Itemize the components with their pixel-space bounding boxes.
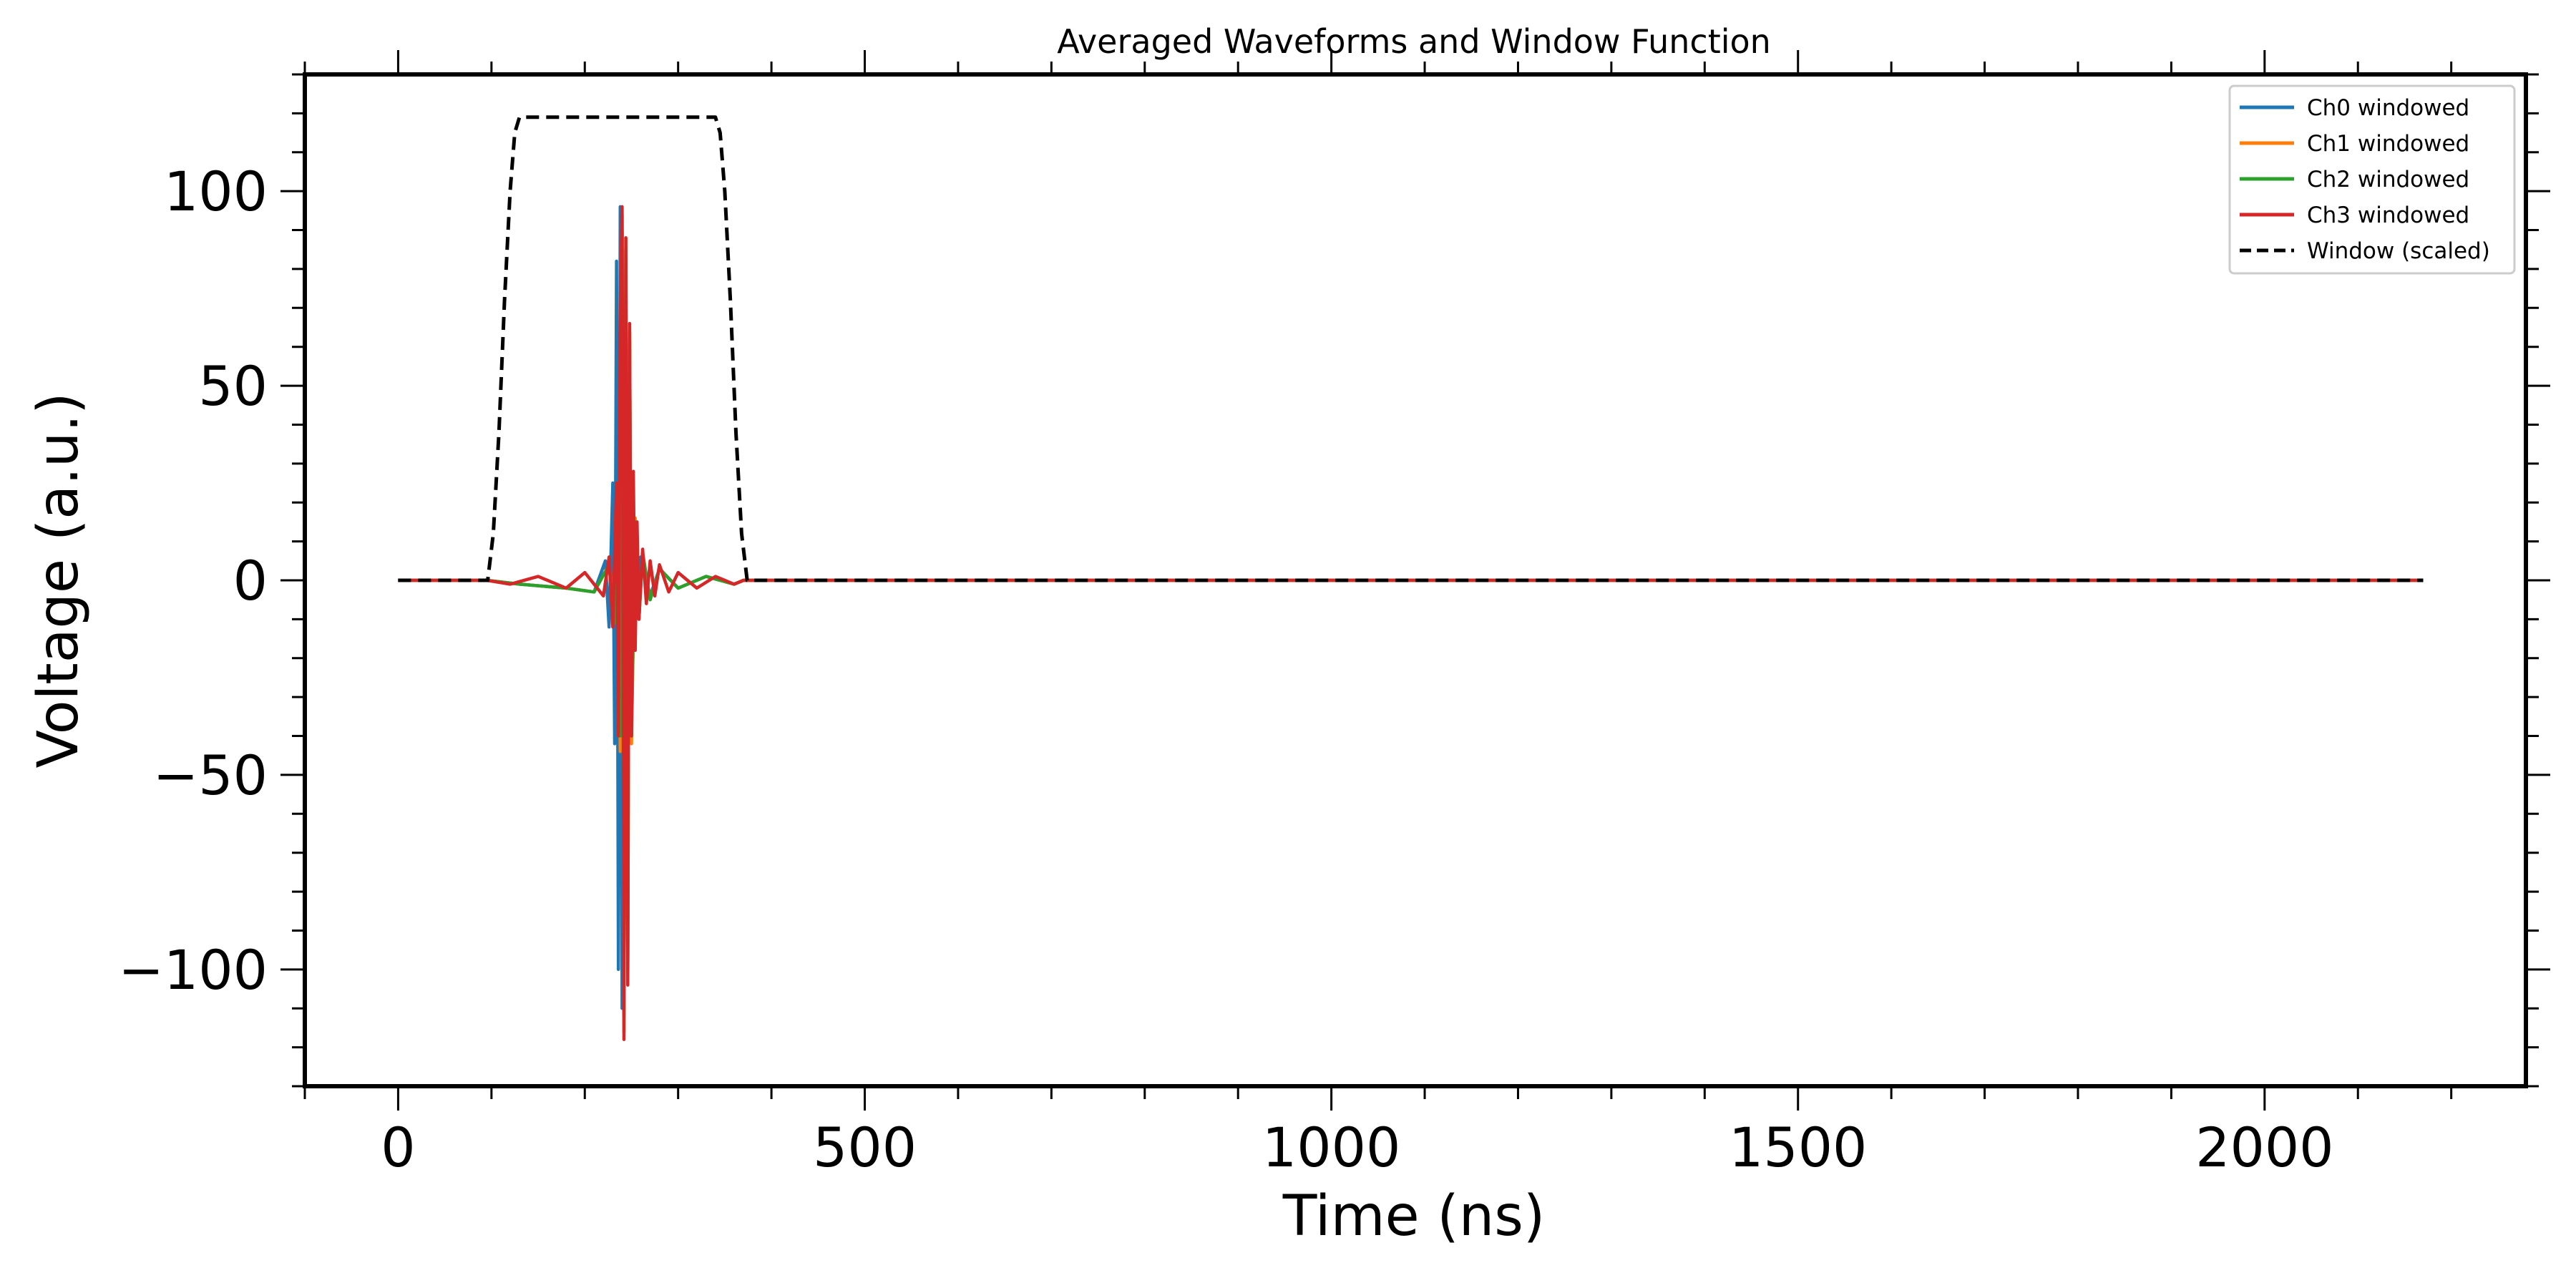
y-tick-label: 50	[198, 354, 268, 418]
x-tick-label: 1500	[1729, 1116, 1867, 1179]
legend-label-1: Ch1 windowed	[2307, 131, 2469, 157]
series-line-1	[398, 213, 2424, 1034]
x-tick-label: 0	[381, 1116, 415, 1179]
x-axis-label: Time (ns)	[1282, 1184, 1546, 1249]
y-tick-label: −50	[153, 743, 268, 807]
legend-box	[2228, 84, 2516, 275]
y-tick-label: 0	[233, 549, 268, 613]
series-line-4	[398, 115, 2424, 582]
legend-label-2: Ch2 windowed	[2307, 167, 2469, 192]
legend-label-0: Ch0 windowed	[2307, 95, 2469, 121]
y-tick-label: −100	[118, 938, 268, 1002]
x-tick-label: 500	[813, 1116, 917, 1179]
y-tick-label: 100	[164, 160, 268, 223]
series-line-2	[398, 228, 2424, 1018]
x-tick-label: 1000	[1262, 1116, 1400, 1179]
x-tick-label: 2000	[2195, 1116, 2333, 1179]
series-line-0	[398, 205, 2424, 1010]
chart-title: Averaged Waveforms and Window Function	[1057, 22, 1771, 61]
y-axis-label: Voltage (a.u.)	[26, 392, 91, 768]
legend: Ch0 windowed Ch1 windowed Ch2 windowed Ch3 …	[2228, 84, 2516, 275]
plot-area-frame	[303, 72, 2528, 1088]
legend-label-3: Ch3 windowed	[2307, 203, 2469, 228]
legend-items: Ch0 windowed Ch1 windowed Ch2 windowed Ch3 …	[2240, 95, 2490, 264]
axis-ticks: 0 500 1000 1500 2000 −100 −50 0 50 100	[118, 50, 2550, 1179]
legend-label-4: Window (scaled)	[2307, 238, 2490, 264]
series-layer	[398, 115, 2424, 1041]
series-line-3	[398, 205, 2424, 1041]
